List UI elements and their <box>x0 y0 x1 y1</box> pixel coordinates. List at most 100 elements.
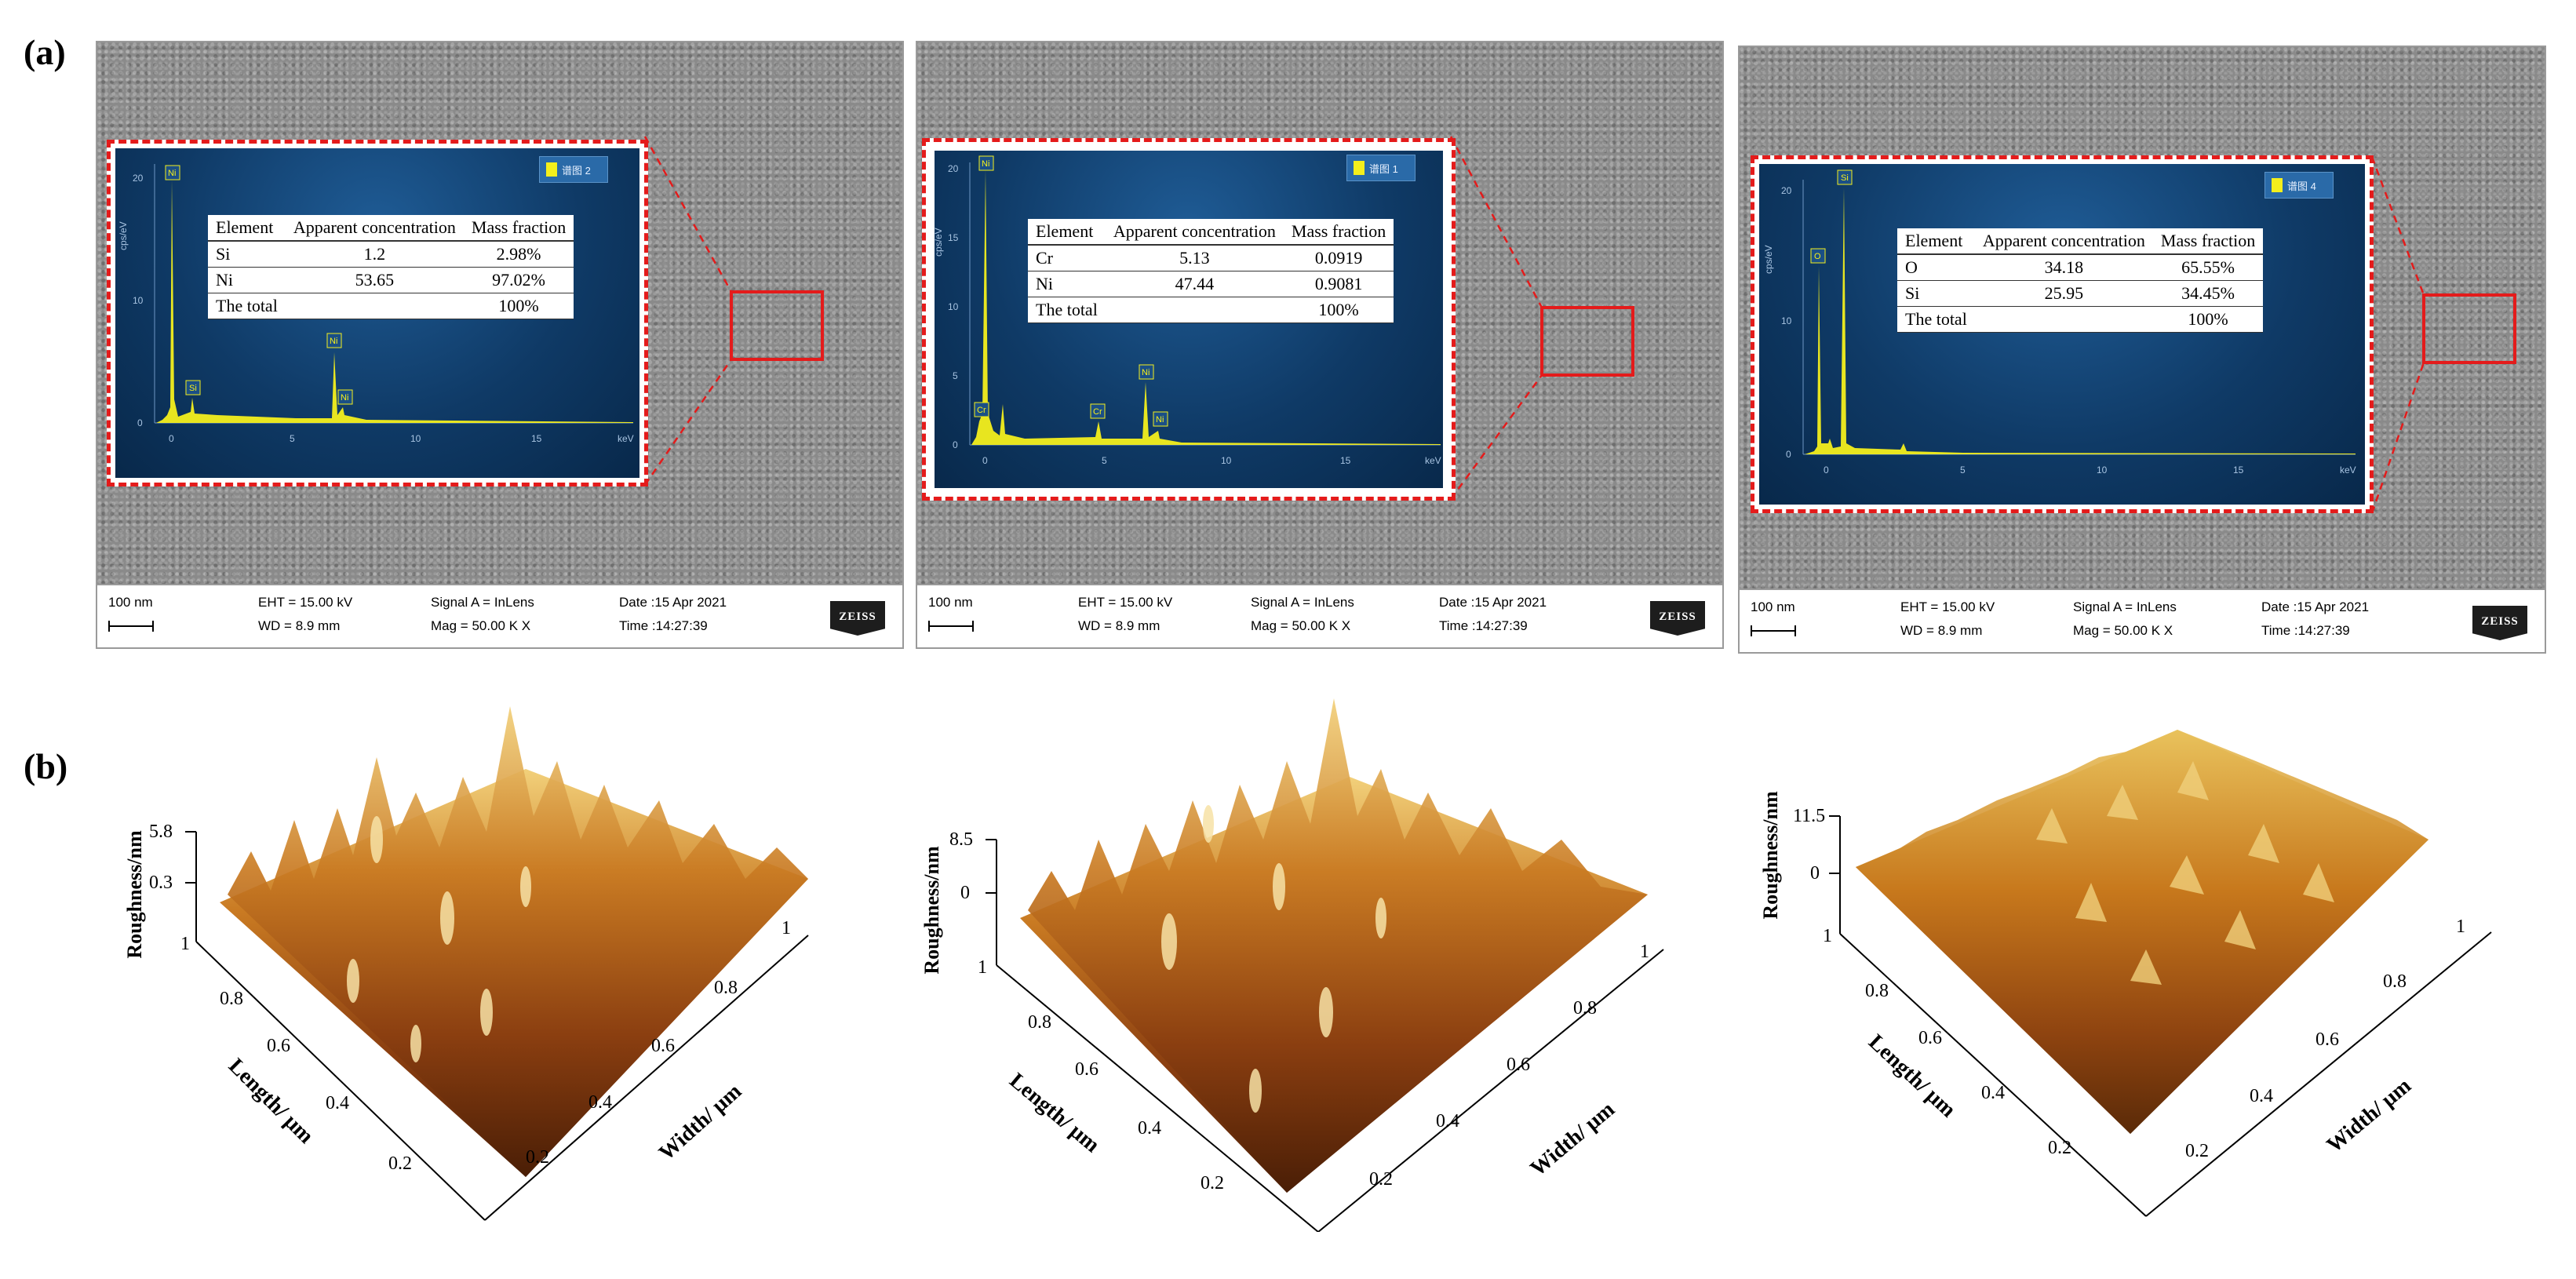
x-tick: 15 <box>1340 455 1351 466</box>
width-tick: 0.2 <box>1369 1169 1393 1190</box>
mag-value: Mag = 50.00 K X <box>1251 618 1351 633</box>
zoom-connector-lines <box>1449 136 1543 500</box>
y-tick: 10 <box>1781 315 1792 326</box>
table-row: The total 100% <box>1028 297 1394 323</box>
zoom-region-box <box>1540 306 1634 377</box>
x-tick: 5 <box>1102 455 1107 466</box>
length-tick: 0.6 <box>1075 1059 1099 1080</box>
width-tick: 0.4 <box>588 1092 612 1113</box>
col-header: Mass fraction <box>463 215 574 242</box>
z-axis-label: Roughness/nm <box>920 846 943 975</box>
width-axis-label: Width/ μm <box>2323 1073 2416 1157</box>
length-tick: 0.4 <box>1138 1118 1161 1139</box>
spectrum-legend: 谱图 1 <box>1346 155 1416 181</box>
z-tick: 0 <box>1810 863 1820 884</box>
date-value: Date :15 Apr 2021 <box>2261 599 2370 614</box>
y-tick: 0 <box>137 417 143 428</box>
spectrum-legend: 谱图 4 <box>2264 172 2334 199</box>
width-axis-label: Width/ μm <box>1526 1097 1620 1181</box>
z-axis-label: Roughness/nm <box>123 830 146 959</box>
y-tick: 10 <box>133 295 144 306</box>
length-axis-label: Length/ μm <box>1864 1029 1960 1122</box>
wd-value: WD = 8.9 mm <box>1078 618 1160 633</box>
zeiss-logo: ZEISS <box>1650 601 1705 636</box>
panel-b-label: (b) <box>24 746 68 786</box>
zoom-connector-lines <box>2370 156 2425 514</box>
eds-composition-table: Element Apparent concentration Mass fracti… <box>1897 228 2264 333</box>
length-tick: 0.2 <box>388 1153 412 1174</box>
length-tick: 0.4 <box>1981 1083 2005 1103</box>
x-unit: keV <box>2340 465 2356 476</box>
col-header: Apparent concentration <box>285 215 464 242</box>
svg-text:Ni: Ni <box>982 159 989 169</box>
length-axis-label: Length/ μm <box>1005 1069 1105 1157</box>
peak-label: O <box>1810 248 1826 264</box>
eds-composition-table: Element Apparent concentration Mass fracti… <box>208 215 574 319</box>
length-tick: 0.8 <box>1865 981 1889 1001</box>
y-unit: cps/eV <box>933 228 944 257</box>
width-tick: 0.6 <box>651 1036 675 1056</box>
eds-spectrum-inset: 谱图 1 0 5 10 15 20 cps/eV 0 5 10 15 keV N… <box>922 138 1456 501</box>
length-tick: 0.6 <box>1918 1028 1942 1048</box>
x-tick: 0 <box>169 433 174 444</box>
table-row: Si 1.2 2.98% <box>208 241 574 268</box>
x-tick: 15 <box>2233 465 2244 476</box>
width-axis-label: Width/ μm <box>654 1079 746 1165</box>
y-tick: 0 <box>953 439 958 450</box>
table-row: Cr 5.13 0.0919 <box>1028 245 1394 271</box>
signal-value: Signal A = InLens <box>431 595 534 610</box>
eds-spectrum-plot: 0 5 10 15 20 cps/eV 0 5 10 15 keV Ni Cr … <box>933 155 1441 466</box>
z-tick: 5.8 <box>149 822 173 842</box>
z-tick: 11.5 <box>1793 806 1825 826</box>
time-value: Time :14:27:39 <box>1439 618 1528 633</box>
col-header: Apparent concentration <box>1974 228 2153 255</box>
width-tick: 0.8 <box>2383 971 2407 992</box>
sem-panel-2: 谱图 1 0 5 10 15 20 cps/eV 0 5 10 15 keV N… <box>916 41 1724 649</box>
peak-label: Ni <box>1153 411 1168 427</box>
eht-value: EHT = 15.00 kV <box>1078 595 1173 610</box>
peak-label: Ni <box>1139 364 1154 380</box>
width-tick: 0.2 <box>526 1147 549 1168</box>
zoom-connector-lines <box>643 136 733 486</box>
peak-label: Ni <box>326 333 342 348</box>
signal-value: Signal A = InLens <box>2073 599 2177 614</box>
x-tick: 15 <box>531 433 542 444</box>
scale-label: 100 nm <box>108 595 153 610</box>
length-tick: 0.2 <box>2048 1138 2071 1158</box>
width-tick: 0.6 <box>1507 1055 1530 1075</box>
y-tick: 0 <box>1786 449 1791 460</box>
afm-panel-3: 11.5 0 Roughness/nm 1 0.8 0.6 0.4 0.2 Le… <box>1738 683 2562 1236</box>
peak-label: Cr <box>974 402 989 417</box>
time-value: Time :14:27:39 <box>2261 623 2350 638</box>
peak-label: Si <box>1837 169 1853 185</box>
svg-text:Ni: Ni <box>1142 368 1150 377</box>
svg-text:Ni: Ni <box>168 169 176 178</box>
eht-value: EHT = 15.00 kV <box>1900 599 1995 614</box>
x-tick: 5 <box>290 433 295 444</box>
sem-info-bar: 100 nm EHT = 15.00 kV WD = 8.9 mm Signal… <box>917 584 1722 647</box>
width-tick: 0.8 <box>714 978 738 998</box>
x-tick: 0 <box>1824 465 1829 476</box>
y-unit: cps/eV <box>1763 245 1774 274</box>
table-row: The total 100% <box>208 293 574 319</box>
eds-composition-table: Element Apparent concentration Mass fracti… <box>1028 219 1394 323</box>
mag-value: Mag = 50.00 K X <box>431 618 531 633</box>
z-tick: 0 <box>960 883 970 903</box>
eds-spectrum-plot: 0 10 20 cps/eV 0 5 10 15 keV O Si <box>1763 169 2356 476</box>
time-value: Time :14:27:39 <box>619 618 708 633</box>
width-tick: 1 <box>1640 942 1649 962</box>
scale-bar <box>928 621 974 632</box>
x-tick: 10 <box>1221 455 1232 466</box>
col-header: Element <box>1028 219 1106 246</box>
width-tick: 0.2 <box>2185 1141 2209 1161</box>
eds-spectrum-inset: 谱图 4 0 10 20 cps/eV 0 5 10 15 keV O Si E… <box>1751 155 2374 513</box>
svg-text:Si: Si <box>189 384 197 393</box>
sem-info-bar: 100 nm EHT = 15.00 kV WD = 8.9 mm Signal… <box>1740 588 2545 652</box>
col-header: Mass fraction <box>2152 228 2264 255</box>
table-row: Ni 53.65 97.02% <box>208 267 574 293</box>
table-row: O 34.18 65.55% <box>1897 254 2264 281</box>
length-tick: 1 <box>180 934 190 954</box>
svg-text:Cr: Cr <box>1093 407 1102 417</box>
zeiss-logo: ZEISS <box>2472 606 2527 640</box>
y-tick: 20 <box>1781 185 1792 196</box>
